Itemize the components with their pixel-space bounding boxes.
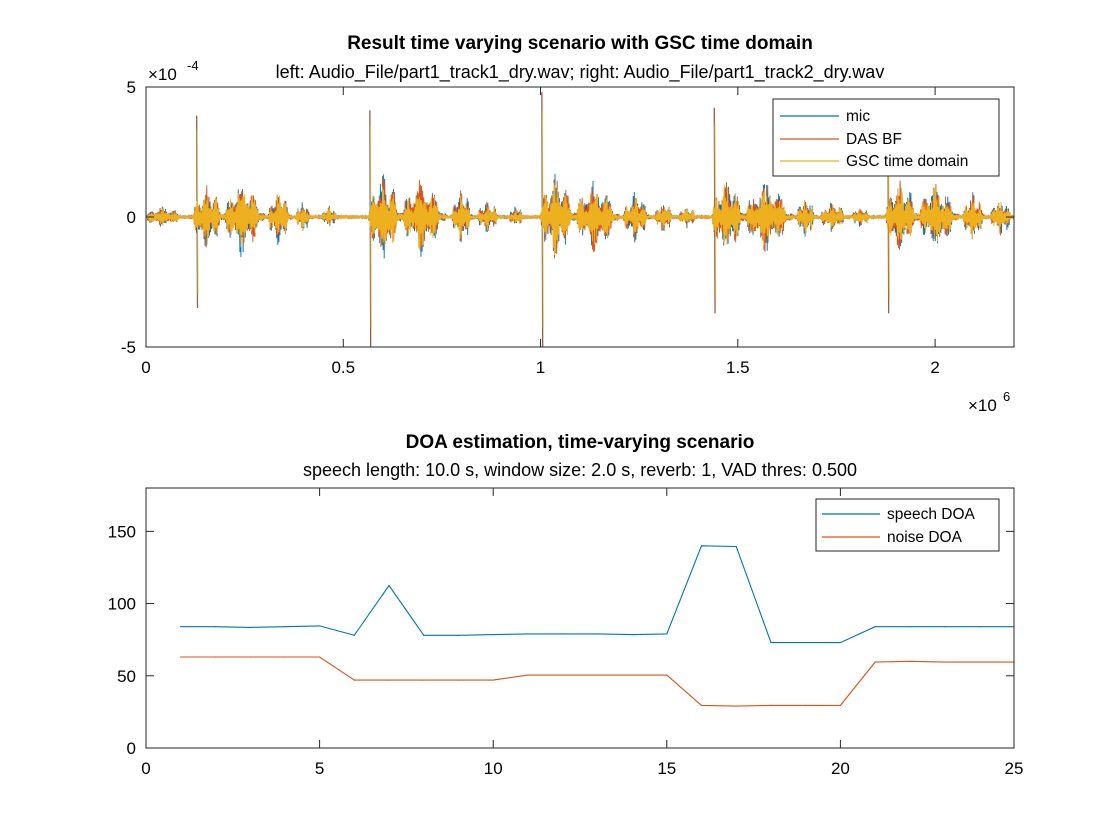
doa-point-noise-doa [839, 704, 842, 706]
waveform-y-tick-label: 0 [127, 208, 136, 227]
doa-point-noise-doa [735, 705, 737, 707]
doa-point-speech-doa [874, 626, 876, 628]
legend-entry-gsc: GSC time domain [846, 153, 968, 170]
doa-point-speech-doa [805, 641, 807, 644]
doa-x-tick-label: 10 [484, 759, 503, 778]
doa-y-ticks: 0 50 100 150 [108, 522, 1014, 758]
doa-point-speech-doa [978, 626, 980, 628]
waveform-subtitle: left: Audio_File/part1_track1_dry.wav; r… [276, 62, 885, 83]
doa-y-tick-label: 150 [108, 522, 136, 541]
doa-point-speech-doa [909, 626, 911, 628]
doa-point-speech-doa [284, 626, 286, 628]
x-exponent-power: 6 [1003, 389, 1010, 404]
waveform-y-exponent: ×10 -4 [148, 58, 199, 84]
doa-point-noise-doa [423, 679, 425, 681]
doa-point-speech-doa [249, 626, 251, 628]
legend-entry-mic: mic [846, 108, 870, 125]
doa-y-tick-label: 0 [127, 739, 136, 758]
waveform-x-tick-label: 1.5 [726, 358, 750, 377]
doa-subplot: DOA estimation, time-varying scenario sp… [108, 432, 1024, 778]
doa-point-noise-doa [527, 674, 529, 676]
waveform-x-exponent: ×10 6 [968, 389, 1010, 415]
doa-point-noise-doa [180, 656, 182, 658]
doa-point-noise-doa [249, 656, 251, 658]
waveform-traces [146, 92, 1014, 347]
doa-x-ticks: 0 5 10 15 20 25 [141, 488, 1023, 778]
waveform-legend-box [772, 98, 1000, 177]
doa-point-noise-doa [492, 679, 494, 681]
waveform-y-ticks: -5 0 5 [121, 78, 1014, 357]
doa-x-tick-label: 25 [1005, 759, 1024, 778]
doa-point-noise-doa [631, 674, 633, 676]
doa-point-speech-doa [492, 634, 494, 636]
doa-point-noise-doa [214, 656, 217, 658]
doa-y-tick-label: 50 [117, 667, 136, 686]
waveform-x-tick-label: 0.5 [331, 358, 355, 377]
doa-point-noise-doa [457, 679, 460, 681]
doa-point-speech-doa [527, 633, 529, 635]
doa-point-speech-doa [596, 633, 598, 635]
waveform-x-tick-label: 2 [930, 358, 939, 377]
doa-title: DOA estimation, time-varying scenario [406, 432, 755, 453]
y-exponent-base: ×10 [148, 65, 177, 84]
doa-point-speech-doa [666, 633, 668, 635]
doa-x-tick-label: 15 [657, 759, 676, 778]
doa-point-speech-doa [735, 545, 737, 548]
doa-point-noise-doa [943, 661, 946, 663]
doa-x-tick-label: 0 [141, 759, 150, 778]
doa-point-noise-doa [388, 679, 390, 681]
doa-point-speech-doa [700, 545, 703, 547]
doa-traces [180, 545, 1014, 707]
doa-point-speech-doa [562, 633, 564, 635]
waveform-series-gsc-time-domain [146, 110, 1014, 328]
doa-point-noise-doa [562, 674, 564, 676]
doa-point-speech-doa [353, 634, 355, 636]
doa-point-noise-doa [319, 656, 321, 658]
doa-point-speech-doa [770, 641, 772, 644]
doa-point-noise-doa [909, 660, 911, 662]
legend-entry-noise-doa: noise DOA [887, 529, 963, 546]
waveform-subplot: Result time varying scenario with GSC ti… [121, 33, 1015, 415]
doa-point-noise-doa [700, 704, 703, 706]
waveform-x-tick-label: 1 [536, 358, 545, 377]
waveform-y-tick-label: -5 [121, 338, 136, 357]
doa-point-speech-doa [943, 626, 946, 628]
doa-point-speech-doa [214, 626, 217, 628]
doa-subtitle: speech length: 10.0 s, window size: 2.0 … [303, 460, 857, 480]
doa-point-speech-doa [839, 641, 842, 644]
waveform-legend: mic DAS BF GSC time domain [772, 98, 1000, 177]
waveform-title: Result time varying scenario with GSC ti… [347, 33, 813, 54]
doa-y-tick-label: 100 [108, 595, 136, 614]
doa-point-noise-doa [284, 656, 286, 658]
doa-x-tick-label: 5 [315, 759, 324, 778]
doa-point-speech-doa [631, 634, 633, 636]
doa-point-noise-doa [666, 674, 668, 676]
doa-legend-box [815, 498, 1000, 552]
x-exponent-base: ×10 [968, 396, 997, 415]
doa-point-speech-doa [180, 626, 182, 628]
doa-point-noise-doa [978, 661, 980, 663]
doa-point-noise-doa [770, 704, 772, 706]
doa-point-speech-doa [423, 634, 425, 636]
y-exponent-power: -4 [187, 58, 199, 73]
doa-point-speech-doa [457, 634, 460, 636]
legend-entry-das-bf: DAS BF [846, 131, 902, 148]
waveform-x-ticks: 0 0.5 1 1.5 2 [141, 87, 940, 377]
doa-point-noise-doa [353, 679, 355, 681]
doa-point-noise-doa [805, 704, 807, 706]
doa-x-tick-label: 20 [831, 759, 850, 778]
doa-point-speech-doa [319, 625, 321, 627]
legend-entry-speech-doa: speech DOA [887, 506, 976, 523]
doa-point-noise-doa [874, 661, 876, 663]
waveform-x-tick-label: 0 [141, 358, 150, 377]
doa-legend: speech DOA noise DOA [815, 498, 1000, 552]
doa-point-noise-doa [596, 674, 598, 676]
doa-point-speech-doa [388, 584, 390, 587]
waveform-y-tick-label: 5 [127, 78, 136, 97]
